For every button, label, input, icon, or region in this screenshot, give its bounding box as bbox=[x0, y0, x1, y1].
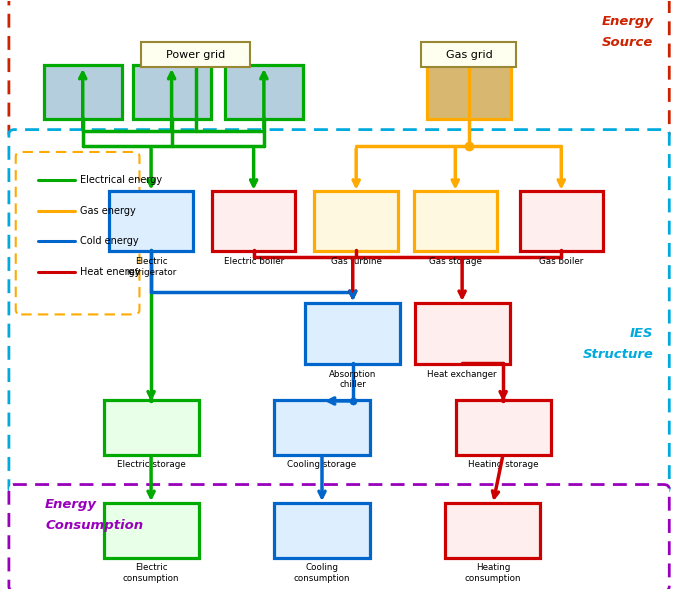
Text: Gas turbine: Gas turbine bbox=[331, 257, 382, 266]
Text: Gas boiler: Gas boiler bbox=[539, 257, 584, 266]
Text: Heating storage: Heating storage bbox=[468, 460, 538, 470]
Text: Energy: Energy bbox=[601, 15, 653, 28]
Text: Gas grid: Gas grid bbox=[446, 50, 493, 60]
Text: Gas storage: Gas storage bbox=[429, 257, 482, 266]
Text: Electric storage: Electric storage bbox=[116, 460, 186, 470]
FancyBboxPatch shape bbox=[103, 400, 199, 455]
Text: Consumption: Consumption bbox=[45, 519, 143, 532]
FancyBboxPatch shape bbox=[9, 0, 669, 138]
FancyBboxPatch shape bbox=[212, 191, 295, 251]
FancyBboxPatch shape bbox=[314, 191, 398, 251]
FancyBboxPatch shape bbox=[44, 65, 122, 119]
FancyBboxPatch shape bbox=[275, 503, 369, 558]
FancyBboxPatch shape bbox=[414, 303, 510, 364]
Text: Cold energy: Cold energy bbox=[80, 237, 138, 247]
FancyBboxPatch shape bbox=[414, 191, 497, 251]
FancyBboxPatch shape bbox=[141, 42, 250, 67]
Text: Cooling storage: Cooling storage bbox=[288, 460, 357, 470]
FancyBboxPatch shape bbox=[133, 65, 210, 119]
Text: Electric
consumption: Electric consumption bbox=[123, 563, 179, 583]
FancyBboxPatch shape bbox=[306, 303, 400, 364]
Text: Power grid: Power grid bbox=[166, 50, 225, 60]
Text: Absorption
chiller: Absorption chiller bbox=[329, 370, 377, 389]
FancyBboxPatch shape bbox=[427, 65, 511, 119]
Text: Heat exchanger: Heat exchanger bbox=[427, 370, 497, 379]
Text: Source: Source bbox=[602, 36, 653, 49]
FancyBboxPatch shape bbox=[103, 503, 199, 558]
Text: IES: IES bbox=[630, 327, 653, 340]
FancyBboxPatch shape bbox=[9, 130, 669, 493]
FancyBboxPatch shape bbox=[456, 400, 551, 455]
FancyBboxPatch shape bbox=[110, 191, 192, 251]
Text: Energy: Energy bbox=[45, 498, 97, 511]
Text: Electrical energy: Electrical energy bbox=[80, 175, 162, 185]
FancyBboxPatch shape bbox=[519, 191, 603, 251]
Text: Gas energy: Gas energy bbox=[80, 206, 136, 216]
Text: Electric
refrigerator: Electric refrigerator bbox=[126, 257, 176, 277]
FancyBboxPatch shape bbox=[16, 152, 140, 314]
Text: Cooling
consumption: Cooling consumption bbox=[294, 563, 350, 583]
FancyBboxPatch shape bbox=[9, 484, 669, 590]
Text: Heat energy: Heat energy bbox=[80, 267, 140, 277]
Text: Heating
consumption: Heating consumption bbox=[464, 563, 521, 583]
FancyBboxPatch shape bbox=[421, 42, 516, 67]
FancyBboxPatch shape bbox=[275, 400, 369, 455]
FancyBboxPatch shape bbox=[225, 65, 303, 119]
Text: Electric boiler: Electric boiler bbox=[223, 257, 284, 266]
FancyBboxPatch shape bbox=[445, 503, 540, 558]
Text: Structure: Structure bbox=[583, 348, 653, 361]
